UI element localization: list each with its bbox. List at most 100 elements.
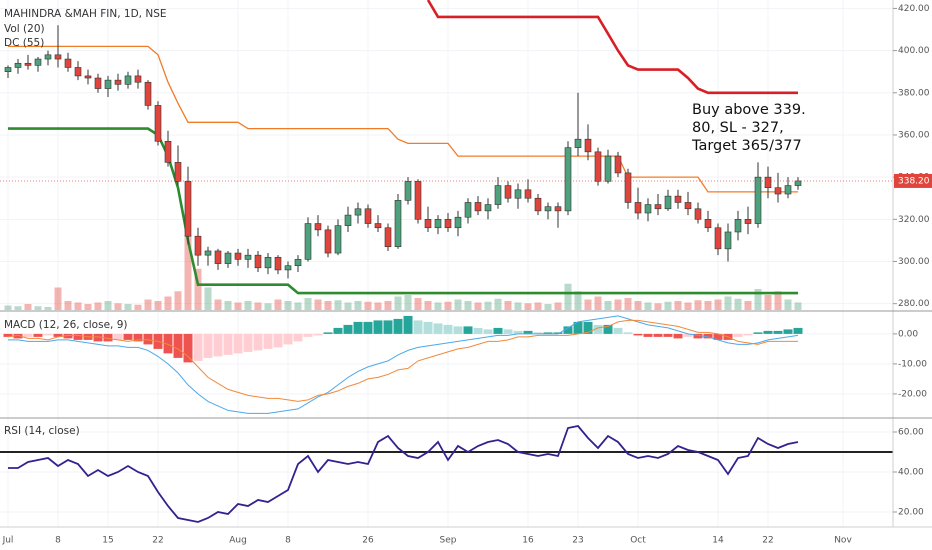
volume-bar [404,295,412,310]
macd-histogram-bar [273,333,283,348]
candle-body [764,176,772,188]
volume-bar [354,301,362,310]
volume-bar [294,302,302,310]
candle-body [714,227,722,250]
volume-bar [224,301,232,310]
candle-body [74,67,82,77]
macd-histogram-bar [413,320,423,334]
candle-body [354,208,362,216]
candle-body [774,187,782,195]
macd-histogram-bar [573,321,583,334]
macd-histogram-bar [453,326,463,334]
y-tick-label: 40.00 [898,468,924,478]
volume-bar [244,301,252,310]
macd-histogram-bar [783,329,793,334]
volume-bar [544,304,552,310]
macd-histogram-bar [533,332,543,334]
annotation: Buy above 339. [692,102,806,118]
volume-bar [44,307,52,310]
macd-histogram-bar [643,333,653,337]
macd-histogram-bar [233,333,243,354]
candle-body [194,235,202,256]
macd-histogram-bar [343,324,353,334]
macd-histogram-bar [33,333,43,337]
volume-bar [114,303,122,310]
macd-histogram-bar [443,324,453,334]
candle-body [154,105,162,142]
candle-body [114,79,122,85]
macd-histogram-bar [323,332,333,334]
candle-body [734,219,742,233]
macd-histogram-bar [373,320,383,334]
macd-histogram-bar [353,321,363,334]
volume-bar [684,302,692,310]
volume-bar [624,298,632,310]
candle-body [634,202,642,214]
macd-histogram-bar [243,333,253,352]
volume-bar [724,296,732,310]
macd-histogram-bar [93,333,103,342]
candle-body [544,206,552,212]
volume-bar [494,298,502,310]
volume-bar [754,289,762,310]
candle-body [64,58,72,68]
volume-bar [24,304,32,310]
y-tick-label: 380.00 [898,88,930,98]
x-tick-label: Nov [834,536,852,546]
candle-body [94,77,102,89]
volume-bar [364,301,372,310]
macd-histogram-bar [743,333,753,336]
pane [3,315,803,414]
volume-bar [694,300,702,310]
macd-histogram-bar [393,318,403,334]
volume-bar [584,299,592,310]
macd-histogram-bar [773,330,783,334]
macd-histogram-bar [303,333,313,337]
macd-histogram-bar [493,327,503,334]
candle-body [584,138,592,153]
candle-body [274,256,282,271]
indicator-label: DC (55) [4,37,44,49]
macd-histogram-bar [543,332,553,334]
volume-bar [784,299,792,310]
volume-bar [454,299,462,310]
macd-histogram-bar [163,333,173,354]
volume-bar [124,304,132,310]
macd-histogram-bar [763,330,773,334]
macd-histogram-bar [213,333,223,357]
macd-histogram-bar [593,324,603,334]
candle-body [404,181,412,201]
volume-bar [524,303,532,310]
candle-body [514,189,522,199]
volume-bar [734,298,742,310]
candle-body [564,147,572,212]
candle-body [304,223,312,260]
x-tick-label: Jul [2,536,14,546]
macd-histogram-bar [403,315,413,334]
volume-bar [764,295,772,310]
volume-bar [794,302,802,310]
volume-bar [344,302,352,310]
volume-bar [444,301,452,310]
candle-body [324,229,332,254]
rsi-line [8,425,799,523]
macd-histogram-bar [223,333,233,355]
volume-bar [774,291,782,310]
y-tick-label: 20.00 [898,508,924,518]
candle-body [614,155,622,174]
volume-bar [414,298,422,310]
volume-bar [384,301,392,310]
macd-histogram-bar [513,330,523,334]
volume-bar [424,301,432,310]
x-tick-label: 15 [102,536,113,546]
volume-bar [84,304,92,310]
candle-body [384,227,392,248]
macd-histogram-bar [63,333,73,339]
volume-bar [314,299,322,310]
candle-body [654,204,662,210]
volume-bar [604,301,612,310]
y-tick-label: 0.00 [898,329,918,339]
marks [0,0,893,523]
macd-line [7,319,798,402]
volume-bar [104,301,112,310]
